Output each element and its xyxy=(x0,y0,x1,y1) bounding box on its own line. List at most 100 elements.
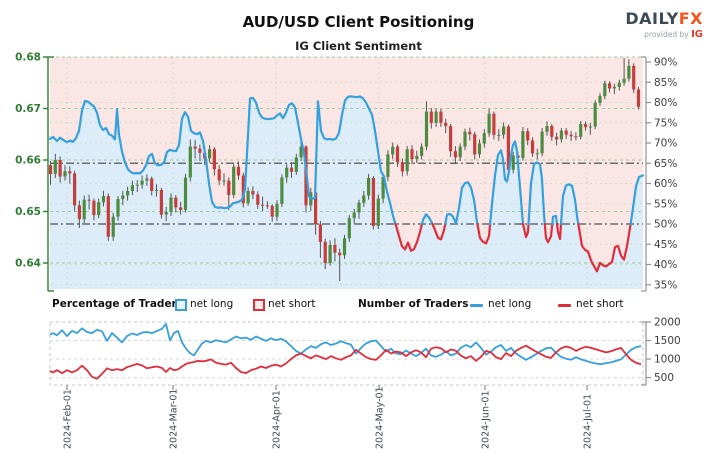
candle xyxy=(386,154,390,177)
net-short-count-line xyxy=(49,344,642,380)
axis-label: 1000 xyxy=(654,354,681,366)
candle xyxy=(222,180,226,182)
candle xyxy=(415,155,419,159)
candle xyxy=(198,148,202,153)
candle xyxy=(150,178,154,191)
axis-label: 0.65 xyxy=(15,206,41,218)
candle xyxy=(135,184,139,186)
candle xyxy=(338,252,342,256)
legend-percentage-title: Percentage of Traders xyxy=(52,298,183,310)
net-long-count-line xyxy=(49,322,642,366)
candle xyxy=(482,133,486,144)
candle xyxy=(420,146,424,156)
candle xyxy=(145,178,149,181)
candle xyxy=(116,199,120,217)
legend-net-long-label: net long xyxy=(190,298,234,310)
candle xyxy=(530,140,535,154)
candle xyxy=(579,124,583,137)
axis-label: 2024-Apr-01 xyxy=(272,390,283,449)
candle xyxy=(405,149,409,172)
axis-label: 2024-Jul-01 xyxy=(583,394,594,449)
net-long-line-icon xyxy=(470,304,483,307)
candle xyxy=(179,207,183,210)
axis-label: 2024-Jun-01 xyxy=(481,391,492,450)
candle xyxy=(391,146,395,155)
candle xyxy=(236,166,241,176)
candle xyxy=(588,126,592,128)
candle xyxy=(521,131,525,158)
candle xyxy=(347,218,351,239)
candle xyxy=(395,146,400,163)
candle xyxy=(265,205,269,207)
candle xyxy=(256,194,260,205)
net-short-swatch-icon xyxy=(253,299,265,311)
axis-label: 85% xyxy=(654,77,677,89)
candle xyxy=(550,126,554,137)
candle xyxy=(299,146,303,158)
candlesticks-layer xyxy=(48,58,641,281)
candle xyxy=(193,146,197,149)
candle xyxy=(352,212,356,219)
candle xyxy=(526,131,530,141)
candle xyxy=(328,245,332,263)
legend-count-long-label: net long xyxy=(488,298,532,310)
candle xyxy=(68,171,72,174)
candle xyxy=(400,162,404,172)
candle xyxy=(48,165,53,174)
candle xyxy=(598,96,602,103)
candle xyxy=(130,185,134,191)
ig-logo: IG xyxy=(691,28,703,40)
candle xyxy=(473,134,477,155)
axis-label: 0.64 xyxy=(15,258,41,270)
candle xyxy=(511,155,515,170)
candle xyxy=(289,167,294,172)
candle xyxy=(410,149,414,159)
axis-label: 500 xyxy=(654,372,674,384)
candle xyxy=(574,136,578,138)
provided-by-label: provided by xyxy=(644,29,689,39)
candle xyxy=(593,102,597,127)
candle xyxy=(280,177,284,204)
candle xyxy=(126,190,130,196)
axis-label: 55% xyxy=(654,198,677,210)
candle xyxy=(583,124,588,128)
candle xyxy=(632,65,636,90)
candle xyxy=(612,86,616,89)
candle xyxy=(270,205,274,217)
brand-fx: FX xyxy=(678,9,703,28)
axis-label: 50% xyxy=(654,219,677,231)
candle xyxy=(342,238,347,256)
candle xyxy=(559,130,563,140)
candle xyxy=(92,200,96,216)
candle xyxy=(492,113,496,135)
candle xyxy=(106,196,110,237)
candle xyxy=(376,198,380,226)
candle xyxy=(429,111,433,123)
net-long-area-fill xyxy=(50,96,643,290)
candle xyxy=(87,199,91,201)
legend: Percentage of Traders net long net short… xyxy=(0,297,717,313)
net-long-swatch-icon xyxy=(175,299,187,311)
candle xyxy=(111,216,115,237)
axis-label: 80% xyxy=(654,97,677,109)
candle xyxy=(174,197,178,208)
candle xyxy=(424,111,429,147)
axis-label: 0.67 xyxy=(15,103,41,115)
candle xyxy=(159,189,163,215)
candle xyxy=(261,204,265,206)
axis-label: 75% xyxy=(654,117,677,129)
axis-label: 60% xyxy=(654,178,677,190)
candle xyxy=(164,212,168,215)
axis-label: 2024-May-01 xyxy=(375,386,386,449)
candle xyxy=(458,146,462,158)
candle xyxy=(285,167,289,178)
candle xyxy=(357,202,361,213)
axis-label: 0.66 xyxy=(15,155,41,167)
axis-label: 2024-Mar-01 xyxy=(169,389,180,449)
candle xyxy=(63,171,67,177)
candle xyxy=(333,245,337,253)
candle xyxy=(540,131,544,154)
candle xyxy=(381,177,385,199)
candle xyxy=(227,180,231,195)
candle xyxy=(444,122,448,126)
